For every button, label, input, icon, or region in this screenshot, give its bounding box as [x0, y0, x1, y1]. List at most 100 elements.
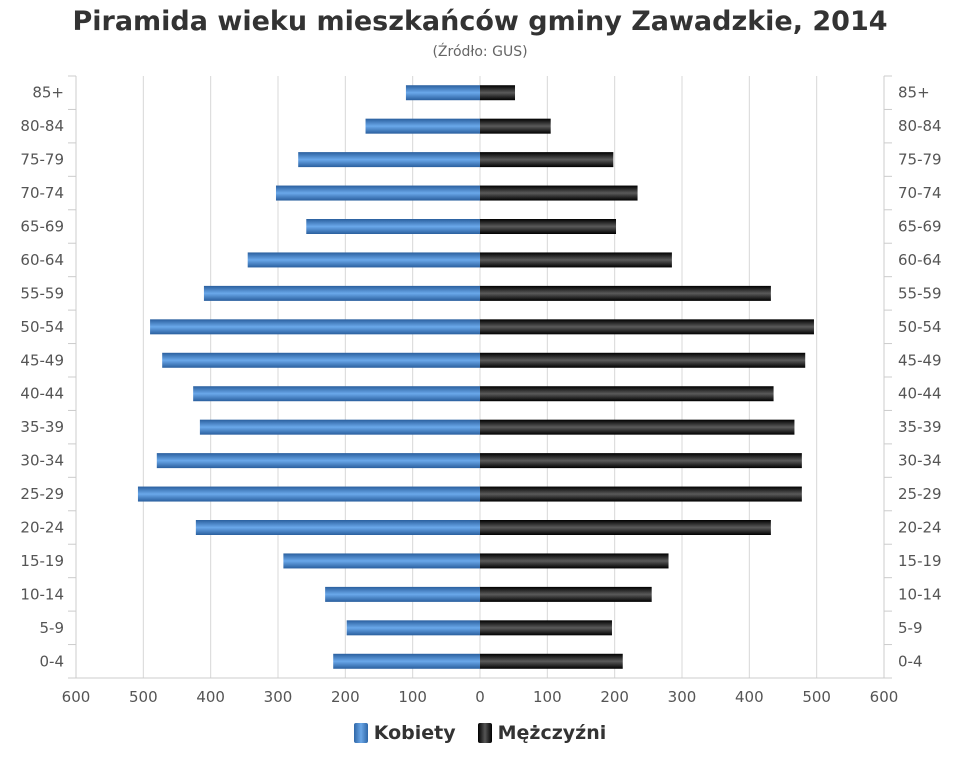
x-tick-label: 0	[475, 688, 485, 706]
legend-label-kobiety: Kobiety	[373, 722, 456, 744]
x-tick-label: 200	[600, 688, 629, 706]
y-tick-label-right: 60-64	[898, 251, 942, 269]
axes	[68, 75, 892, 679]
bar-kobiety[interactable]	[193, 386, 480, 402]
x-tick-label: 500	[802, 688, 831, 706]
chart-subtitle: (Źródło: GUS)	[432, 44, 528, 60]
grid	[142, 76, 818, 678]
bar-kobiety[interactable]	[325, 586, 480, 602]
y-tick-label-right: 40-44	[898, 385, 942, 403]
y-tick-label-right: 35-39	[898, 418, 942, 436]
y-tick-label-left: 5-9	[40, 619, 65, 637]
x-tick-label: 400	[735, 688, 764, 706]
bar-mezczyzni[interactable]	[480, 486, 802, 502]
bar-kobiety[interactable]	[156, 453, 481, 469]
bar-kobiety[interactable]	[203, 285, 480, 301]
y-tick-label-right: 75-79	[898, 151, 942, 169]
x-tick-label: 600	[62, 688, 91, 706]
legend-item-mezczyzni[interactable]: Mężczyźni	[477, 722, 607, 744]
y-tick-label-right: 20-24	[898, 519, 942, 537]
x-tick-label: 100	[398, 688, 427, 706]
legend-swatch-kobiety	[353, 723, 368, 743]
legend-label-mezczyzni: Mężczyźni	[497, 722, 607, 744]
bar-mezczyzni[interactable]	[480, 118, 551, 134]
y-tick-label-right: 15-19	[898, 552, 942, 570]
bar-kobiety[interactable]	[365, 118, 480, 134]
y-tick-label-left: 35-39	[20, 418, 64, 436]
bar-mezczyzni[interactable]	[480, 152, 614, 168]
bar-mezczyzni[interactable]	[480, 386, 774, 402]
y-tick-label-right: 50-54	[898, 318, 942, 336]
x-tick-label: 300	[668, 688, 697, 706]
bar-kobiety[interactable]	[346, 620, 480, 636]
y-tick-label-left: 10-14	[20, 585, 64, 603]
bar-mezczyzni[interactable]	[480, 520, 771, 535]
bar-mezczyzni[interactable]	[480, 252, 672, 268]
y-tick-label-left: 25-29	[20, 485, 64, 503]
y-tick-label-left: 15-19	[20, 552, 64, 570]
y-tick-label-right: 55-59	[898, 284, 942, 302]
y-tick-label-left: 65-69	[20, 218, 64, 236]
bar-kobiety[interactable]	[283, 553, 480, 569]
x-tick-label: 500	[129, 688, 158, 706]
y-tick-label-right: 65-69	[898, 218, 942, 236]
y-tick-label-right: 30-34	[898, 452, 942, 470]
y-tick-label-left: 20-24	[20, 519, 64, 537]
bar-kobiety[interactable]	[405, 85, 480, 101]
y-tick-label-left: 85+	[32, 84, 64, 102]
bar-mezczyzni[interactable]	[480, 453, 802, 469]
legend-swatch-mezczyzni	[477, 723, 492, 743]
tick-labels: 600 500 400 300 200 100 0 100 200 300 400 500 600 85+…	[20, 84, 941, 706]
y-tick-label-right: 85+	[898, 84, 930, 102]
bar-mezczyzni[interactable]	[480, 319, 814, 335]
legend-item-kobiety[interactable]: Kobiety	[353, 722, 456, 744]
y-tick-label-left: 70-74	[20, 184, 64, 202]
bar-mezczyzni[interactable]	[480, 219, 617, 234]
chart-title: Piramida wieku mieszkańców gminy Zawadzk…	[72, 6, 888, 37]
bar-kobiety[interactable]	[162, 352, 481, 368]
y-tick-label-right: 80-84	[898, 117, 942, 135]
bar-mezczyzni[interactable]	[480, 586, 652, 602]
bar-mezczyzni[interactable]	[480, 185, 638, 201]
x-tick-label: 200	[331, 688, 360, 706]
bar-kobiety[interactable]	[333, 653, 480, 669]
bar-kobiety[interactable]	[137, 486, 481, 502]
y-tick-label-right: 70-74	[898, 184, 942, 202]
y-tick-label-left: 30-34	[20, 452, 64, 470]
bar-kobiety[interactable]	[298, 152, 480, 168]
y-tick-label-left: 40-44	[20, 385, 64, 403]
y-tick-label-right: 10-14	[898, 585, 942, 603]
bar-mezczyzni[interactable]	[480, 620, 612, 636]
y-tick-label-left: 75-79	[20, 151, 64, 169]
y-tick-label-left: 45-49	[20, 351, 64, 369]
x-tick-label: 100	[533, 688, 562, 706]
y-tick-label-left: 0-4	[40, 652, 65, 670]
bar-mezczyzni[interactable]	[480, 553, 669, 569]
bar-mezczyzni[interactable]	[480, 285, 771, 301]
y-tick-label-right: 5-9	[898, 619, 923, 637]
bar-kobiety[interactable]	[150, 319, 481, 335]
bar-mezczyzni[interactable]	[480, 419, 795, 435]
y-tick-label-left: 55-59	[20, 284, 64, 302]
x-tick-label: 400	[196, 688, 225, 706]
y-tick-label-right: 45-49	[898, 351, 942, 369]
y-tick-label-left: 50-54	[20, 318, 64, 336]
bar-kobiety[interactable]	[247, 252, 480, 268]
bar-kobiety[interactable]	[306, 219, 480, 234]
y-tick-label-left: 60-64	[20, 251, 64, 269]
bars	[137, 85, 814, 669]
bar-mezczyzni[interactable]	[480, 653, 623, 669]
y-tick-label-right: 25-29	[898, 485, 942, 503]
x-tick-label: 300	[264, 688, 293, 706]
y-tick-label-left: 80-84	[20, 117, 64, 135]
bar-kobiety[interactable]	[195, 520, 480, 535]
bar-kobiety[interactable]	[199, 419, 481, 435]
x-tick-label: 600	[870, 688, 899, 706]
y-tick-label-right: 0-4	[898, 652, 923, 670]
bar-mezczyzni[interactable]	[480, 85, 516, 101]
bar-kobiety[interactable]	[275, 185, 480, 201]
legend: Kobiety Mężczyźni	[0, 722, 960, 744]
bar-mezczyzni[interactable]	[480, 352, 806, 368]
